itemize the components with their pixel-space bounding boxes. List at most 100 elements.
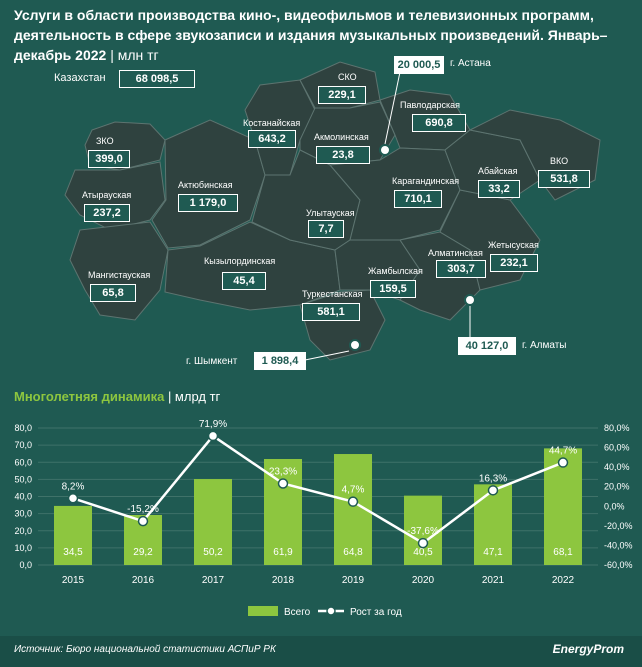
y-tick-right: -40,0% [604,540,633,550]
page-title: Услуги в области производства кино-, вид… [14,5,634,65]
region-value-kyzylorda: 45,4 [222,272,266,290]
bar-value-label: 40,5 [413,547,433,558]
region-label-atyrau: Атырауская [82,190,132,200]
city-label-shymkent: г. Шымкент [186,356,238,367]
brand-logo: EnergyProm [552,642,624,656]
x-tick-label: 2019 [342,575,365,586]
y-tick-left: 40,0 [14,492,32,502]
region-label-aktobe: Актюбинская [178,180,233,190]
title-unit: | млн тг [110,47,159,63]
y-tick-left: 70,0 [14,440,32,450]
y-tick-left: 80,0 [14,423,32,433]
legend-line-marker [326,606,336,616]
bar-value-label: 47,1 [483,547,503,558]
region-label-zhetysu: Жетысуская [488,240,539,250]
legend-bar-swatch [248,606,278,616]
shymkent-marker [349,339,361,351]
region-value-karaganda: 710,1 [394,190,442,208]
region-label-almaty: Алматинская [428,248,483,258]
almaty-marker [464,294,476,306]
bar-value-label: 64,8 [343,547,363,558]
astana-marker [379,144,391,156]
region-label-zhambyl: Жамбылская [368,266,423,276]
growth-point [277,478,289,489]
growth-line [72,434,564,545]
x-tick-label: 2016 [132,575,155,586]
x-tick-label: 2017 [202,575,225,586]
legend-line-label: Рост за год [350,607,402,618]
region-value-atyrau: 237,2 [84,204,130,222]
bar-value-label: 50,2 [203,547,223,558]
region-value-zhambyl: 159,5 [370,280,416,298]
y-tick-right: 40,0% [604,462,630,472]
region-value-abai: 33,2 [478,180,520,198]
source-note: Источник: Бюро национальной статистики А… [14,644,276,655]
region-label-sko: СКО [338,72,357,82]
bar [194,479,232,565]
chart-section-unit: | млрд тг [167,389,221,404]
region-label-kostanay: Костанайская [243,118,301,128]
region-label-pavlodar: Павлодарская [400,100,460,110]
y-tick-right: 20,0% [604,482,630,492]
growth-point [487,485,499,496]
region-value-sko: 229,1 [318,86,366,104]
city-value-almaty: 40 127,0 [458,337,516,355]
y-tick-right: 0,0% [604,501,625,511]
city-label-astana: г. Астана [450,58,491,69]
y-tick-right: 80,0% [604,423,630,433]
y-tick-right: -20,0% [604,521,633,531]
y-tick-left: 30,0 [14,509,32,519]
bar [264,458,302,565]
region-value-akmola: 23,8 [316,146,370,164]
region-label-turkestan: Туркестанская [302,289,363,299]
chart-section-title: Многолетняя динамика | млрд тг [14,389,220,404]
city-value-shymkent: 1 898,4 [254,352,306,370]
region-value-zhetysu: 232,1 [490,254,538,272]
region-label-vko: ВКО [550,156,569,166]
growth-point [557,457,569,468]
country-total-value: 68 098,5 [119,70,195,88]
y-tick-left: 10,0 [14,543,32,553]
bar [54,505,92,565]
growth-point [67,493,79,504]
x-tick-label: 2021 [482,575,505,586]
legend-bar-label: Всего [284,607,311,618]
growth-value-label: -15,2% [127,504,159,515]
city-label-almaty: г. Алматы [522,340,567,351]
x-tick-label: 2022 [552,575,575,586]
region-value-ulytau: 7,7 [308,220,344,238]
y-tick-right: 60,0% [604,443,630,453]
growth-value-label: 16,3% [479,473,507,484]
y-tick-left: 50,0 [14,474,32,484]
region-value-aktobe: 1 179,0 [178,194,238,212]
region-label-akmola: Акмолинская [314,132,369,142]
region-value-mangystau: 65,8 [90,284,136,302]
region-value-kostanay: 643,2 [248,130,296,148]
region-value-vko: 531,8 [538,170,590,188]
region-value-turkestan: 581,1 [302,303,360,321]
region-label-kyzylorda: Кызылординская [204,256,276,266]
region-label-mangystau: Мангистауская [88,270,151,280]
bar-value-label: 29,2 [133,547,153,558]
region-label-ulytau: Улытауская [306,208,355,218]
x-tick-label: 2020 [412,575,435,586]
region-aktobe [151,119,266,249]
region-label-karaganda: Карагандинская [392,176,460,186]
region-turkestan [299,289,386,361]
growth-value-label: 71,9% [199,419,227,430]
growth-value-label: 44,7% [549,446,577,457]
region-value-zko: 399,0 [88,150,130,168]
y-tick-left: 0,0 [19,560,32,570]
y-tick-right: -60,0% [604,560,633,570]
chart-section-name: Многолетняя динамика [14,389,165,404]
growth-value-label: 4,7% [342,485,365,496]
growth-value-label: 8,2% [62,481,85,492]
region-value-almaty: 303,7 [436,260,486,278]
growth-value-label: -37,6% [407,526,439,537]
bar-value-label: 68,1 [553,547,573,558]
growth-point [137,515,149,527]
title-text: Услуги в области производства кино-, вид… [14,7,608,63]
footer [0,636,642,667]
country-label: Казахстан [54,72,106,84]
y-tick-left: 20,0 [14,526,32,536]
